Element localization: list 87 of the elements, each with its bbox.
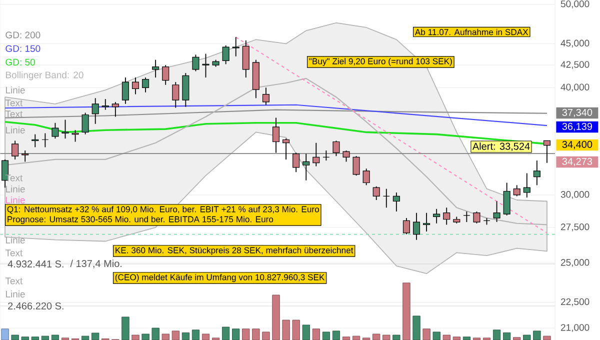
- annotation: Text: [5, 110, 23, 118]
- candlestick: [292, 152, 300, 173]
- text: Bollinger Band: 20: [6, 71, 84, 80]
- candlestick: [192, 54, 200, 72]
- annotation: Linie: [6, 186, 25, 192]
- candlestick: [443, 207, 450, 226]
- y-tick-label: 40,000: [560, 84, 590, 92]
- candlestick: [312, 142, 320, 167]
- candlestick: [402, 218, 410, 235]
- candlestick: [493, 200, 500, 222]
- candlestick: [533, 160, 540, 186]
- text: GD: 50: [6, 58, 35, 66]
- candlestick: [272, 117, 280, 154]
- annotation: (CEO) meldet Käufe im Umfang von 10.827.960,3 SEK: [115, 274, 325, 282]
- candlestick: [262, 87, 270, 106]
- y-tick-label: 22,500: [561, 298, 590, 306]
- candlestick: [503, 182, 510, 216]
- y-tick-label: 42,500: [560, 61, 590, 69]
- candlestick: [112, 102, 119, 118]
- y-tick-label: 45,000: [560, 40, 590, 48]
- annotation: Text: [5, 100, 23, 106]
- candlestick: [162, 64, 170, 86]
- candlestick: [132, 77, 140, 95]
- candlestick: [152, 59, 160, 78]
- candlestick: [42, 132, 49, 148]
- annotation: Linie: [6, 290, 25, 298]
- candlestick: [52, 122, 59, 140]
- annotation: Q1: Nettoumsatz +32 % auf 109,0 Mio. Euro, ber. EBIT +21 % auf 23,3 Mio. Euro: [7, 206, 319, 214]
- candlestick: [62, 119, 69, 140]
- candlestick: [232, 36, 240, 57]
- candlestick: [332, 140, 340, 157]
- annotation: Linie: [6, 236, 25, 244]
- annotation: KE. 360 Mio. SEK, Stückpreis 28 SEK, mehrfach überzeichnet: [116, 246, 354, 255]
- annotation: Text: [5, 250, 23, 256]
- text: 37,340: [562, 108, 592, 118]
- annotation: "Buy" Ziel 9,20 Euro (=rund 103 SEK): [309, 58, 452, 66]
- y-tick-label: 21,000: [561, 324, 590, 332]
- annotation: / 137,4 Mio.: [70, 260, 122, 268]
- y2-tick-label: 2.466.220 S.: [8, 302, 64, 310]
- candlestick: [202, 53, 210, 78]
- candlestick: [122, 77, 129, 104]
- candlestick: [513, 184, 520, 197]
- annotation: Prognose: Umsatz 530-565 Mio. und ber. EBITDA 155-175 Mio. Euro: [8, 216, 274, 224]
- y-tick-label: 27,500: [561, 224, 590, 232]
- candlestick: [172, 82, 180, 108]
- candlestick: [382, 188, 390, 208]
- annotation: Linie: [6, 196, 25, 204]
- y-tick-label: 30,000: [560, 191, 590, 199]
- candlestick: [523, 172, 530, 198]
- candlestick: [32, 134, 39, 148]
- text: GD: 150: [6, 45, 40, 52]
- candlestick: [222, 44, 230, 65]
- candlestick: [473, 211, 480, 224]
- annotation: Linie: [6, 86, 25, 94]
- text: 34,400: [562, 140, 592, 150]
- candlestick: [22, 150, 29, 162]
- candlestick: [423, 212, 430, 232]
- text: GD: 200: [6, 32, 40, 38]
- text: 34,273: [562, 158, 592, 166]
- y-tick-label: 50,000: [560, 0, 590, 8]
- line-series: [4, 109, 548, 118]
- ref-line-label: Alert: 33,524: [472, 142, 530, 152]
- candlestick: [342, 150, 350, 162]
- candlestick: [412, 212, 420, 240]
- annotation: Text: [5, 278, 23, 284]
- candlestick: [282, 138, 290, 160]
- candlestick: [102, 98, 109, 110]
- y2-tick-label: 4.932.441 S.: [8, 260, 64, 268]
- candlestick: [322, 150, 330, 162]
- candlestick: [142, 77, 150, 93]
- candlestick: [372, 186, 380, 200]
- candlestick: [362, 168, 370, 186]
- candlestick: [543, 140, 550, 164]
- candlestick: [82, 112, 89, 135]
- y-tick-label: 25,000: [561, 259, 590, 267]
- candlestick: [302, 153, 310, 181]
- candlestick: [12, 140, 19, 160]
- candlestick: [392, 192, 400, 212]
- candlestick: [92, 98, 99, 124]
- text: 36,139: [562, 122, 592, 132]
- candlestick: [463, 211, 470, 222]
- annotation: Linie: [6, 126, 25, 134]
- candlestick: [72, 130, 79, 142]
- candlestick: [352, 156, 360, 176]
- annotation: Ab 11.07. Aufnahme in SDAX: [414, 28, 528, 36]
- candlestick: [242, 40, 250, 78]
- candlestick: [433, 208, 440, 224]
